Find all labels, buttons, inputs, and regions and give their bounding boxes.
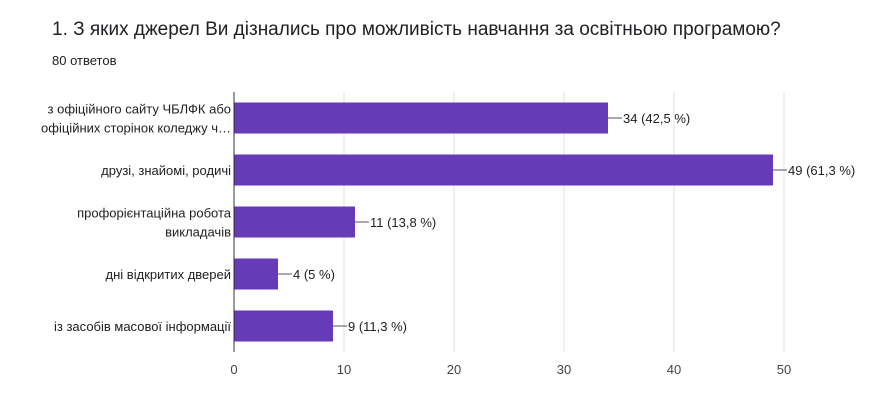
category-label-line: з офіційного сайту ЧБЛФК або bbox=[48, 102, 231, 117]
bar bbox=[234, 206, 355, 238]
bar bbox=[234, 258, 278, 290]
data-label: 11 (13,8 %) bbox=[370, 215, 436, 230]
category-label: дні відкритих дверей bbox=[106, 267, 231, 282]
label-layer: 0 10 20 30 40 50 34 (42,5 %) з офіційного сайту… bbox=[41, 102, 855, 378]
category-label-line: викладачів bbox=[165, 225, 231, 240]
category-label-line: профорієнтаційна робота bbox=[77, 206, 232, 221]
data-label: 4 (5 %) bbox=[293, 267, 335, 282]
category-label-line: офіційних сторінок коледжу ч… bbox=[41, 121, 231, 136]
category-label: із засобів масової інформації bbox=[54, 319, 231, 334]
category-label: профорієнтаційна робота викладачів bbox=[77, 206, 232, 240]
data-label: 34 (42,5 %) bbox=[623, 111, 690, 126]
x-tick-label: 30 bbox=[557, 362, 571, 377]
data-label: 49 (61,3 %) bbox=[788, 163, 855, 178]
x-tick-label: 10 bbox=[337, 362, 351, 377]
category-label-line: із засобів масової інформації bbox=[54, 319, 231, 334]
question-title: 1. З яких джерел Ви дізнались про можлив… bbox=[52, 19, 781, 40]
x-tick-label: 50 bbox=[777, 362, 791, 377]
response-count: 80 ответов bbox=[52, 53, 117, 68]
category-label: з офіційного сайту ЧБЛФК або офіційних ст… bbox=[41, 102, 231, 136]
bar-layer bbox=[234, 102, 773, 342]
x-tick-label: 0 bbox=[230, 362, 237, 377]
category-label: друзі, знайомі, родичі bbox=[101, 163, 231, 178]
category-label-line: дні відкритих дверей bbox=[106, 267, 231, 282]
data-label: 9 (11,3 %) bbox=[348, 319, 407, 334]
x-tick-label: 40 bbox=[667, 362, 681, 377]
bar bbox=[234, 154, 773, 186]
x-tick-label: 20 bbox=[447, 362, 461, 377]
bar bbox=[234, 310, 333, 342]
bar bbox=[234, 102, 608, 134]
category-label-line: друзі, знайомі, родичі bbox=[101, 163, 231, 178]
